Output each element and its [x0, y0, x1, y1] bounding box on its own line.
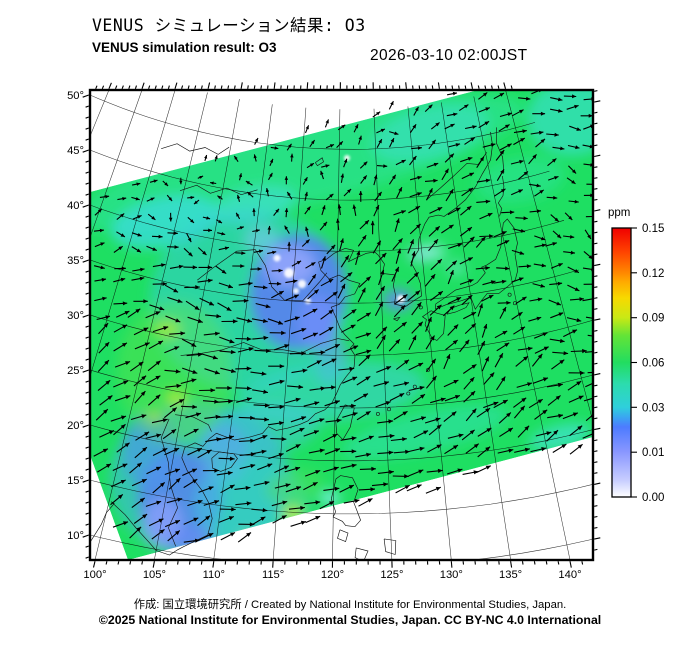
coastlines [90, 127, 519, 560]
svg-text:0.09: 0.09 [642, 313, 664, 325]
svg-text:20°: 20° [67, 420, 84, 432]
svg-text:0.12: 0.12 [642, 268, 664, 280]
svg-text:100°: 100° [83, 569, 106, 581]
svg-text:135°: 135° [499, 569, 522, 581]
svg-text:130°: 130° [440, 569, 463, 581]
page-title-jp: VENUS シミュレーション結果: O3 [92, 16, 366, 35]
svg-text:15°: 15° [67, 475, 84, 487]
svg-text:0.15: 0.15 [642, 223, 664, 235]
svg-text:0.00: 0.00 [642, 492, 664, 504]
svg-text:50°: 50° [67, 90, 84, 102]
svg-text:0.06: 0.06 [642, 358, 664, 370]
svg-text:45°: 45° [67, 145, 84, 157]
svg-text:105°: 105° [143, 569, 166, 581]
attribution-license: ©2025 National Institute for Environment… [98, 613, 602, 627]
o3-field [90, 90, 593, 560]
svg-text:40°: 40° [67, 200, 84, 212]
timestamp: 2026-03-10 02:00JST [370, 47, 528, 64]
page-subtitle-en: VENUS simulation result: O3 [92, 40, 277, 55]
svg-text:35°: 35° [67, 255, 84, 267]
svg-text:125°: 125° [380, 569, 403, 581]
wind-vectors [93, 90, 593, 543]
colorbar: ppm 0.15 0.12 0.09 0.06 0.03 0.01 0.00 [608, 207, 664, 504]
axis-ticks [82, 82, 601, 568]
svg-text:10°: 10° [67, 530, 84, 542]
svg-text:140°: 140° [558, 569, 581, 581]
axis-tick-labels: 100° 105° 110° 115° 120° 125° 130° 135° 140° 50° 4… [67, 90, 581, 581]
svg-text:110°: 110° [203, 569, 225, 581]
svg-text:115°: 115° [262, 569, 284, 581]
svg-text:30°: 30° [67, 310, 84, 322]
graticule [90, 90, 593, 560]
svg-text:25°: 25° [67, 365, 84, 377]
colorbar-unit: ppm [608, 207, 630, 219]
svg-text:0.03: 0.03 [642, 402, 664, 414]
svg-text:120°: 120° [321, 569, 344, 581]
attribution-credit: 作成: 国立環境研究所 / Created by National Instit… [133, 599, 567, 611]
map-frame [88, 88, 595, 562]
svg-text:0.01: 0.01 [642, 447, 664, 459]
